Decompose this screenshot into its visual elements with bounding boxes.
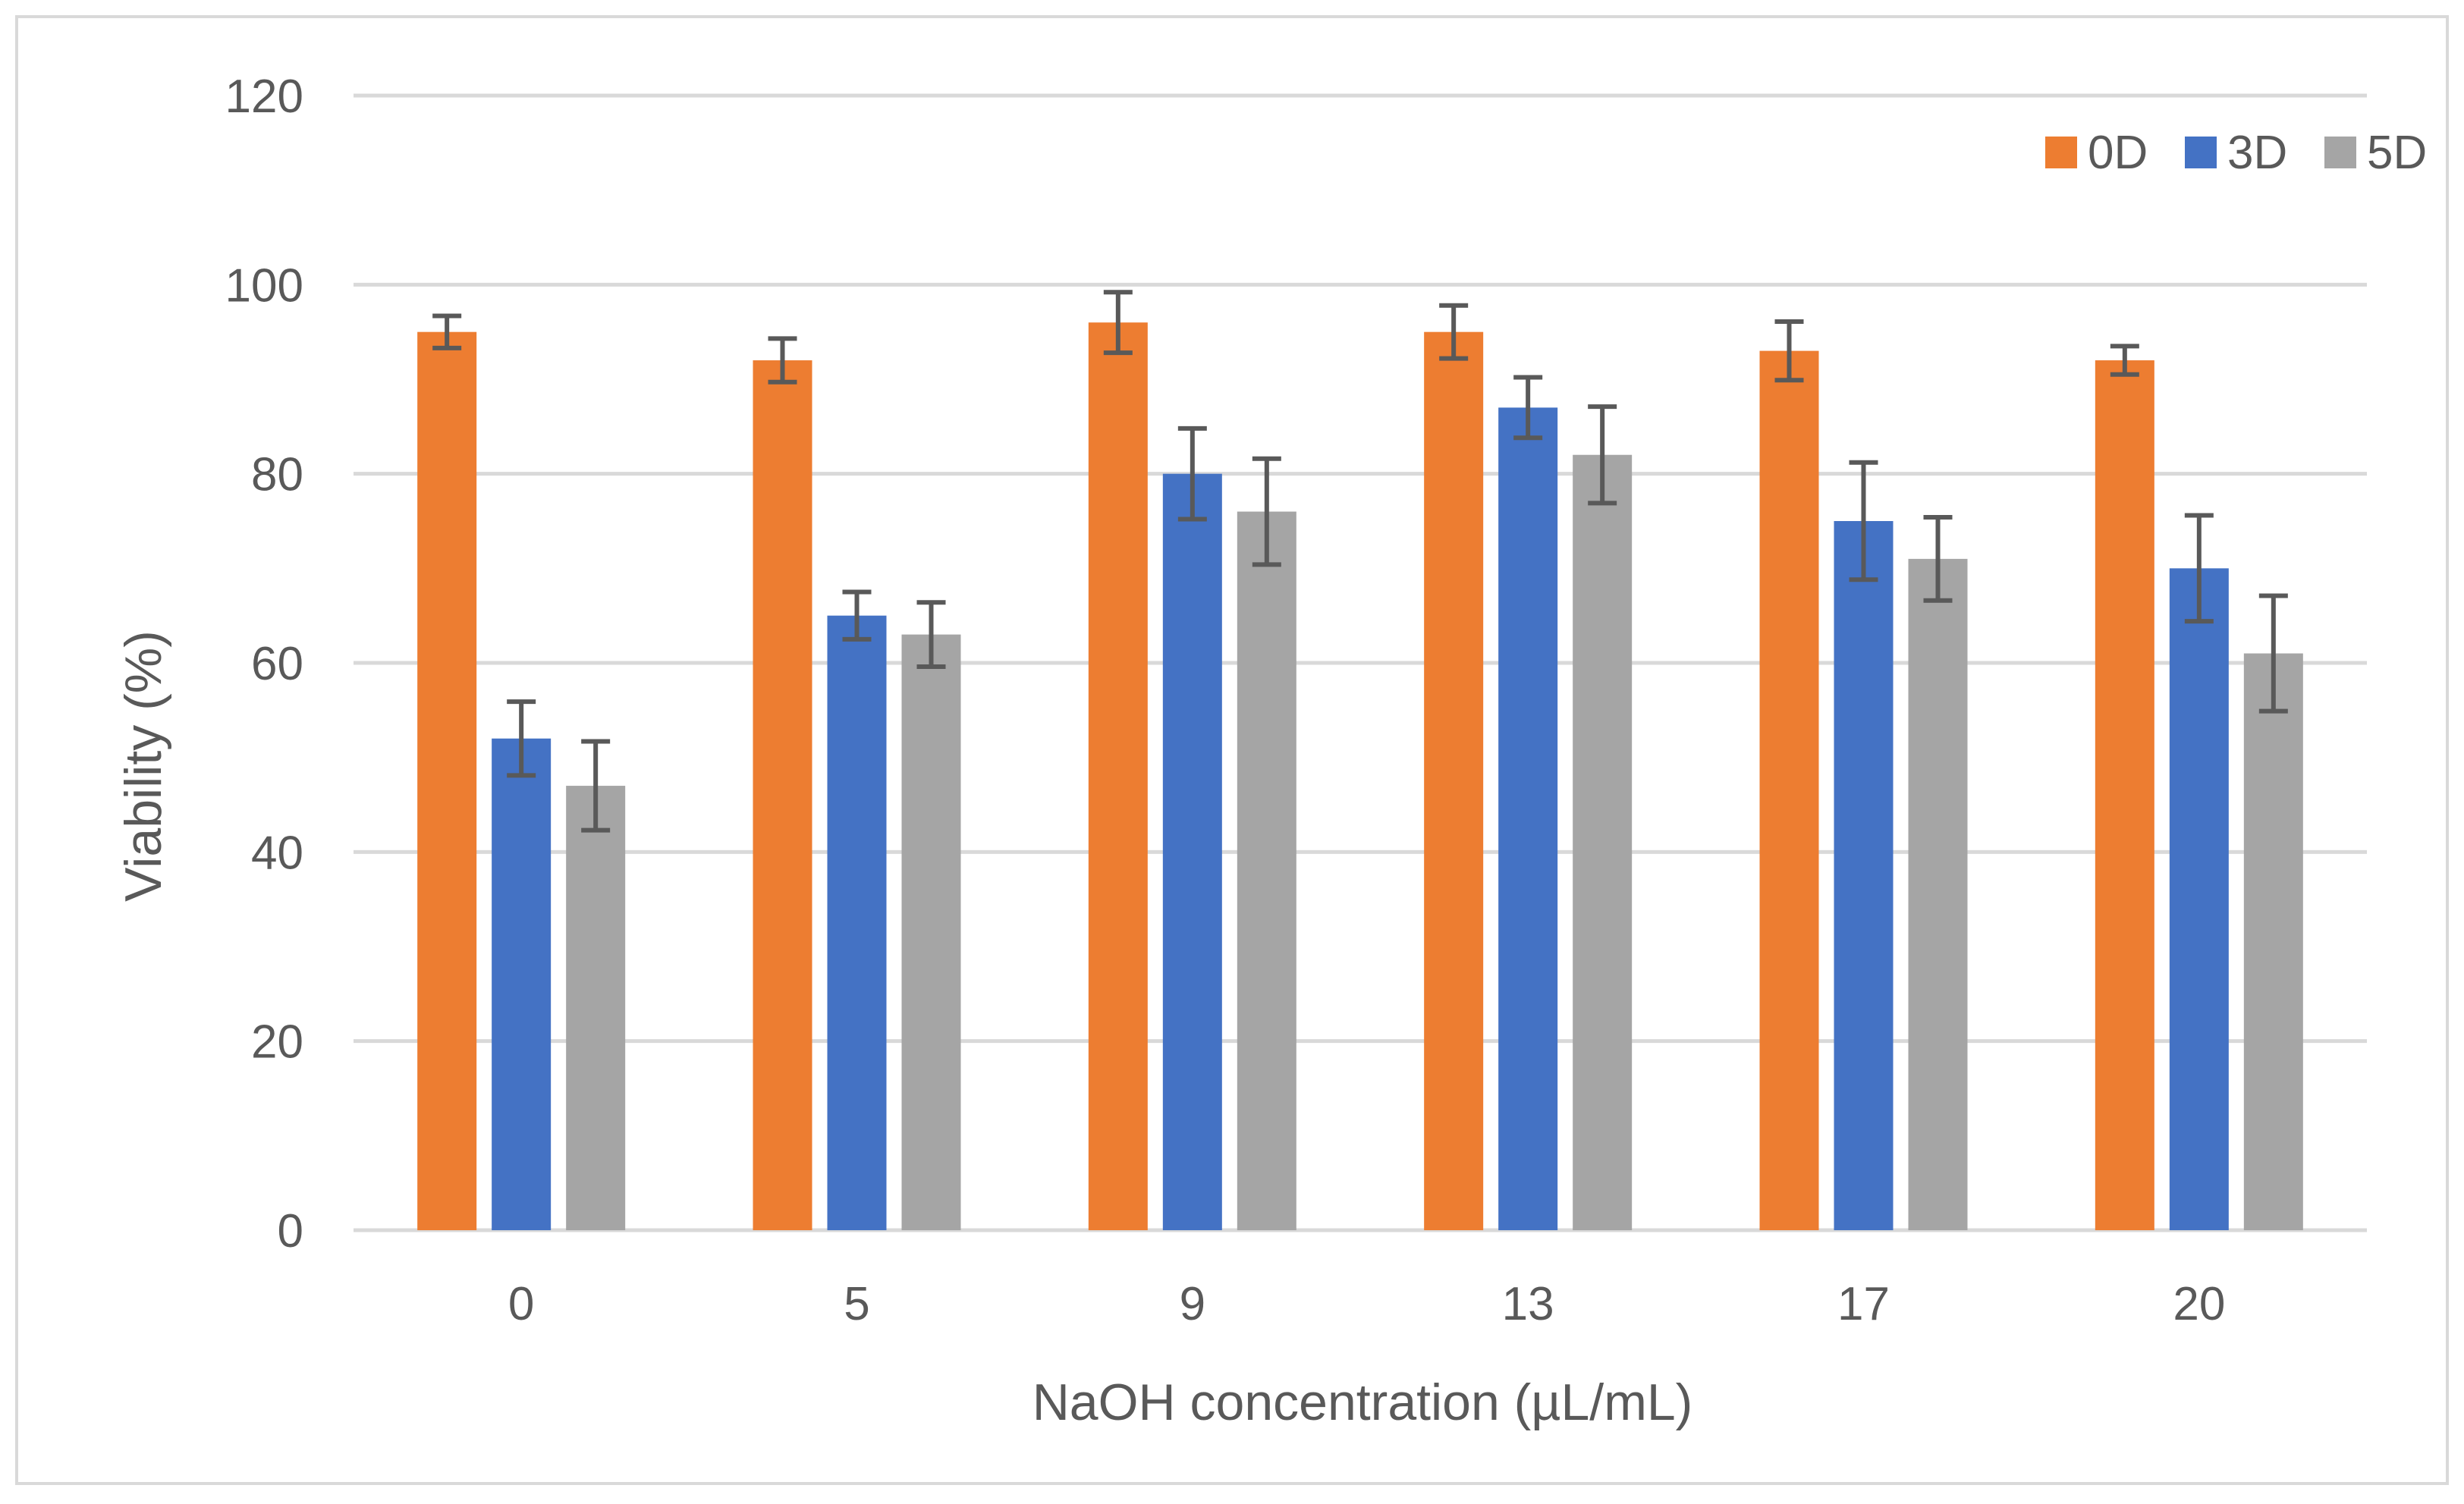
- y-axis-ticks: 0 20 40 60 80 100 120: [225, 71, 303, 1258]
- x-tick-label-9: 9: [1180, 1278, 1205, 1330]
- x-tick-label-17: 17: [1837, 1278, 1890, 1330]
- legend-label-3D: 3D: [2227, 127, 2287, 179]
- bar-0D-17: [1759, 350, 1819, 1231]
- x-axis-ticks: 0 5 9 13 17 20: [508, 1278, 2225, 1330]
- bar-0D-9: [1088, 322, 1148, 1231]
- error-bars: [432, 290, 2288, 833]
- bar-0D-5: [753, 360, 812, 1231]
- x-tick-label-20: 20: [2173, 1278, 2225, 1330]
- chart-border: [15, 15, 2449, 1485]
- bar-0D-0: [417, 331, 477, 1231]
- x-tick-label-0: 0: [508, 1278, 534, 1330]
- bar-5D-13: [1573, 454, 1633, 1230]
- x-tick-label-5: 5: [844, 1278, 869, 1330]
- bar-5D-5: [901, 634, 961, 1230]
- bar-3D-9: [1162, 473, 1222, 1230]
- x-axis-title: NaOH concentration (µL/mL): [1032, 1374, 1693, 1431]
- bar-5D-17: [1908, 558, 1968, 1230]
- bar-0D-13: [1424, 331, 1484, 1231]
- bar-5D-0: [566, 786, 626, 1230]
- bar-3D-0: [492, 738, 552, 1230]
- bar-5D-9: [1237, 511, 1296, 1230]
- legend-swatch-5D: [2324, 137, 2356, 168]
- bar-3D-20: [2169, 568, 2229, 1230]
- y-tick-label-120: 120: [225, 71, 303, 123]
- y-axis-title: Viability (%): [115, 630, 172, 902]
- legend-swatch-0D: [2045, 137, 2077, 168]
- legend-label-5D: 5D: [2367, 127, 2427, 179]
- x-tick-label-13: 13: [1502, 1278, 1554, 1330]
- bars: [417, 322, 2303, 1231]
- y-tick-label-0: 0: [278, 1205, 303, 1258]
- y-tick-label-100: 100: [225, 259, 303, 312]
- legend: 0D 3D 5D: [2045, 127, 2427, 179]
- y-tick-label-20: 20: [251, 1016, 303, 1069]
- y-tick-label-80: 80: [251, 449, 303, 501]
- legend-label-0D: 0D: [2088, 127, 2148, 179]
- y-tick-label-40: 40: [251, 827, 303, 879]
- bar-3D-17: [1834, 521, 1894, 1230]
- y-tick-label-60: 60: [251, 638, 303, 690]
- legend-swatch-3D: [2185, 137, 2217, 168]
- bar-3D-13: [1498, 407, 1558, 1230]
- bar-0D-20: [2095, 360, 2154, 1231]
- bar-5D-20: [2243, 653, 2303, 1230]
- gridlines: [354, 93, 2367, 1232]
- bar-3D-5: [827, 615, 887, 1230]
